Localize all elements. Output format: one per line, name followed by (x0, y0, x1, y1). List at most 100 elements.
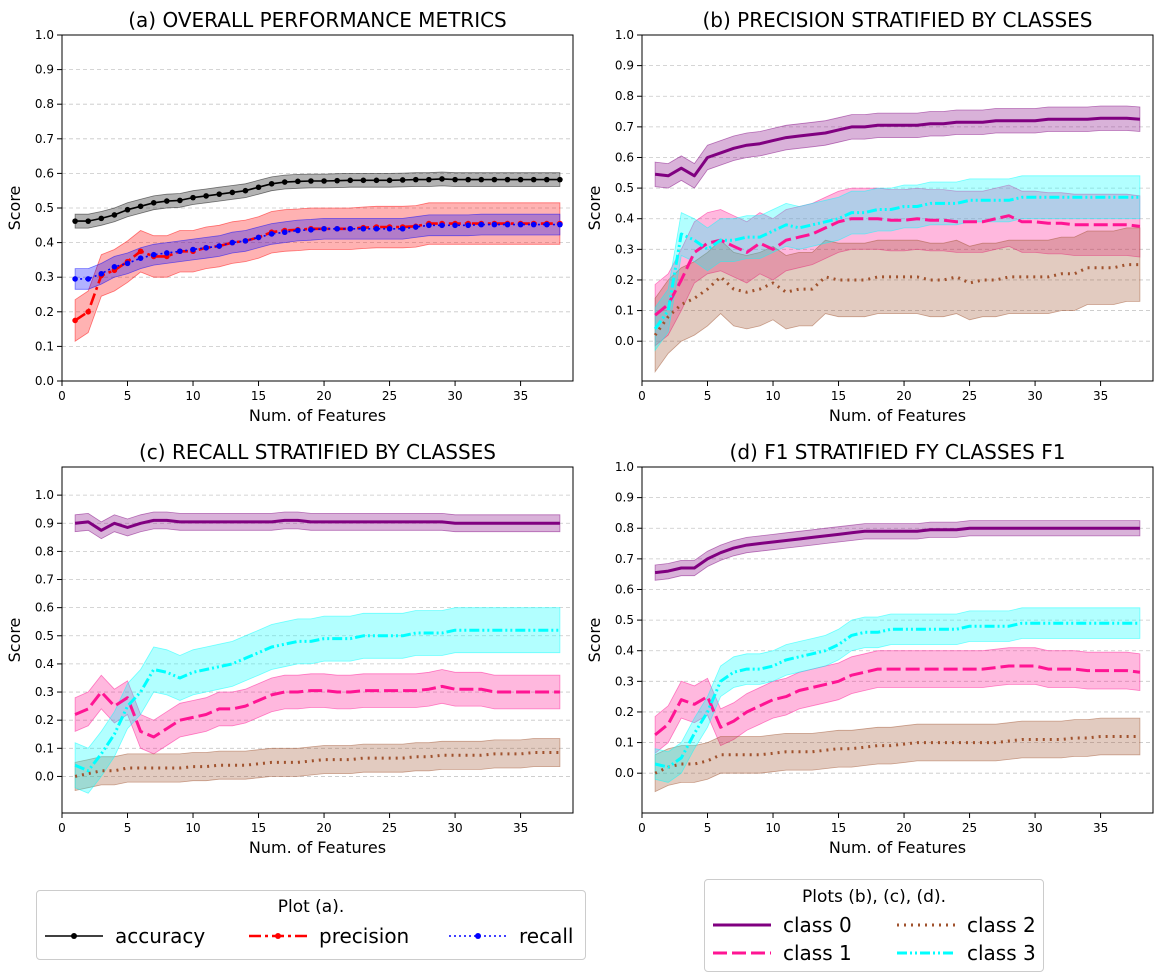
data-point-accuracy (98, 215, 105, 222)
series-line-class-1 (654, 664, 1141, 737)
band-class-3 (654, 607, 1141, 783)
class-1-line-icon (713, 951, 771, 955)
legend-plots-bcd: Plots (b), (c), (d). class 0 class 1 cla… (704, 879, 1044, 972)
x-tick-label: 35 (1093, 389, 1108, 403)
legend-entry-class-3: class 3 (895, 940, 1036, 966)
x-tick-label: 10 (185, 389, 200, 403)
x-tick-label: 0 (58, 821, 66, 835)
data-point-recall (255, 234, 262, 241)
y-tick-label: 0.3 (35, 270, 54, 284)
x-axis-label: Num. of Features (829, 838, 966, 857)
y-tick-label: 0.1 (35, 741, 54, 755)
chart-panel-a: 0.0 0.1 0.2 0.3 0.4 0.5 0.6 0.7 0.8 0.9 1.0 0 5 10 15 2… (5, 8, 574, 425)
y-tick-label: 0.0 (35, 374, 54, 388)
y-tick-label: 0.3 (615, 674, 634, 688)
data-point-accuracy (491, 176, 498, 183)
data-point-accuracy (347, 177, 354, 184)
axes-frame (61, 466, 574, 814)
chart-panel-b: 0.0 0.1 0.2 0.3 0.4 0.5 0.6 0.7 0.8 0.9 1.0 0 5 10 15 2… (585, 8, 1154, 425)
data-point-accuracy (295, 178, 301, 185)
band-class-0 (74, 511, 561, 540)
y-tick-label: 0.8 (615, 89, 634, 103)
y-tick-label: 1.0 (35, 488, 54, 502)
data-point-recall (360, 225, 367, 232)
data-point-accuracy (111, 212, 118, 218)
x-tick-label: 10 (185, 821, 200, 835)
x-axis-label: Num. of Features (249, 406, 386, 425)
x-tick-label: 15 (831, 389, 846, 403)
data-point-accuracy (439, 176, 445, 182)
y-tick-label: 1.0 (615, 28, 634, 42)
data-point-recall (452, 222, 458, 229)
legend-label-accuracy: accuracy (115, 924, 206, 948)
data-point-accuracy (465, 176, 471, 183)
data-point-recall (373, 225, 380, 232)
data-point-recall (347, 225, 354, 232)
y-tick-label: 0.4 (615, 644, 634, 658)
x-tick-label: 10 (765, 389, 780, 403)
data-point-recall (268, 231, 275, 237)
data-point-recall (190, 246, 196, 253)
legend-label-class-0: class 0 (783, 913, 852, 937)
x-tick-label: 30 (447, 821, 462, 835)
data-point-accuracy (452, 176, 458, 183)
class-0-line-icon (713, 923, 771, 927)
legend-label-recall: recall (519, 924, 574, 948)
data-point-accuracy (177, 197, 183, 204)
legend-label-class-2: class 2 (967, 913, 1036, 937)
legend-entry-recall: recall (447, 923, 573, 949)
data-point-accuracy (190, 194, 196, 201)
y-tick-label: 0.6 (35, 601, 54, 615)
y-tick-label: 0.8 (615, 521, 634, 535)
x-tick-label: 15 (831, 821, 846, 835)
band-class-2 (74, 738, 561, 791)
x-tick-label: 0 (638, 389, 646, 403)
y-tick-label: 0.5 (35, 629, 54, 643)
y-tick-label: 0.7 (35, 132, 54, 146)
legend-label-class-1: class 1 (783, 941, 852, 965)
series-line-class-3 (653, 195, 1140, 330)
data-point-recall (177, 248, 183, 255)
data-point-accuracy (137, 203, 144, 210)
data-point-recall (543, 221, 550, 228)
plot-area (74, 511, 561, 794)
series-line-class-0 (654, 116, 1141, 178)
legend-entry-precision: precision (247, 923, 409, 949)
series-line-class-1 (74, 684, 560, 739)
x-tick-label: 0 (58, 389, 66, 403)
data-point-recall (557, 221, 563, 228)
x-tick-label: 15 (251, 821, 266, 835)
data-point-precision (85, 309, 92, 315)
data-point-accuracy (72, 218, 78, 224)
band-class-0 (654, 520, 1141, 581)
series-line-class-0 (74, 518, 560, 532)
x-tick-label: 30 (1027, 389, 1042, 403)
data-point-accuracy (242, 187, 249, 194)
x-tick-label: 5 (124, 389, 132, 403)
data-point-recall (386, 225, 393, 232)
data-point-accuracy (412, 176, 419, 183)
x-axis-label: Num. of Features (249, 838, 386, 857)
data-point-precision (137, 248, 144, 255)
data-point-accuracy (517, 176, 524, 183)
legend-label-class-3: class 3 (967, 941, 1036, 965)
y-tick-label: 0.1 (35, 339, 54, 353)
axes-frame (61, 34, 574, 382)
data-point-recall (334, 225, 340, 232)
data-point-recall (281, 229, 288, 236)
data-point-recall (504, 221, 511, 228)
data-point-accuracy (216, 191, 223, 197)
y-tick-label: 0.8 (35, 544, 54, 558)
y-tick-label: 0.9 (35, 63, 54, 77)
data-point-recall (124, 260, 131, 267)
plot-area (653, 105, 1141, 374)
data-point-recall (465, 222, 471, 229)
data-point-recall (98, 270, 105, 277)
legend-entry-class-2: class 2 (895, 912, 1036, 938)
y-tick-label: 0.1 (615, 736, 634, 750)
data-point-accuracy (557, 176, 563, 183)
accuracy-line-icon (45, 933, 103, 939)
data-point-precision (72, 317, 78, 324)
x-tick-label: 5 (124, 821, 132, 835)
